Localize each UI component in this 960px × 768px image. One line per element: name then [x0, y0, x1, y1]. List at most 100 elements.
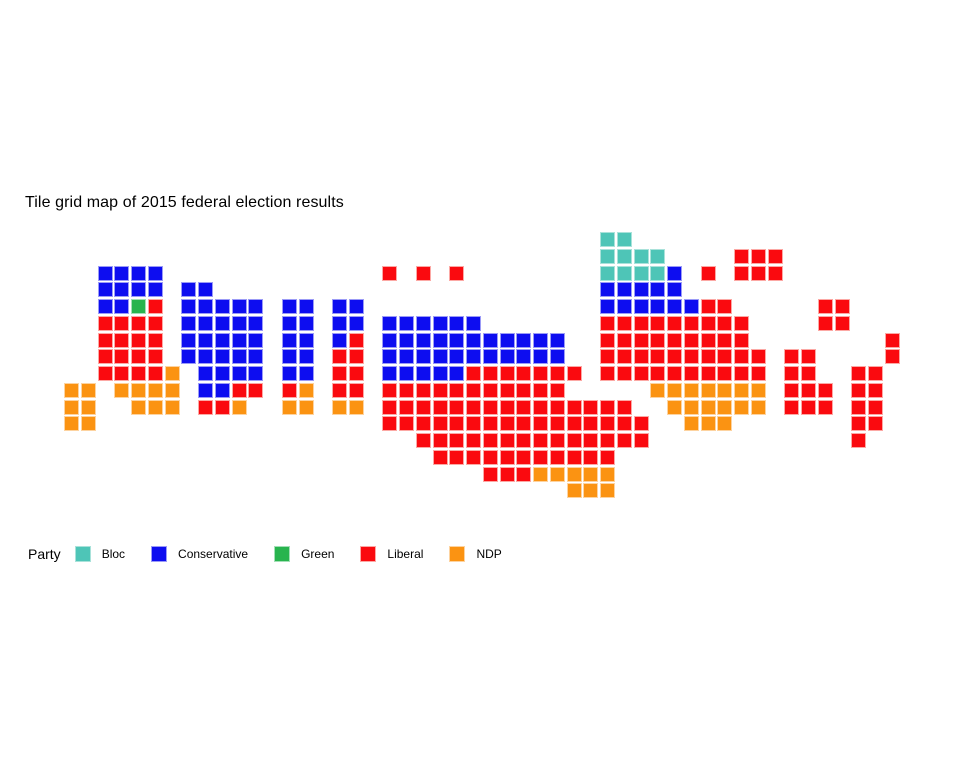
riding-tile [97, 349, 113, 365]
riding-tile [650, 282, 666, 298]
riding-tile [449, 433, 465, 448]
riding-tile [298, 315, 314, 331]
legend-title: Party [28, 546, 61, 562]
riding-tile [466, 416, 481, 432]
riding-tile [616, 349, 632, 365]
riding-tile [566, 366, 582, 381]
riding-tile [147, 366, 163, 381]
riding-tile [231, 299, 247, 314]
riding-tile [415, 265, 431, 281]
riding-tile [834, 299, 850, 314]
riding-tile [650, 248, 666, 264]
riding-tile [181, 349, 197, 365]
riding-tile [114, 315, 130, 331]
riding-tile [533, 449, 548, 465]
legend-swatch-conservative [151, 546, 168, 562]
riding-tile [214, 349, 230, 365]
riding-tile [767, 248, 783, 264]
riding-tile [198, 349, 213, 365]
riding-tile [750, 349, 766, 365]
riding-tile [633, 366, 649, 381]
riding-tile [633, 332, 649, 348]
riding-tile [734, 265, 749, 281]
riding-tile [147, 315, 163, 331]
riding-tile [700, 416, 716, 432]
riding-tile [114, 332, 130, 348]
riding-tile [583, 399, 599, 415]
riding-tile [516, 433, 532, 448]
riding-tile [650, 315, 666, 331]
riding-tile [566, 466, 582, 482]
riding-tile [97, 315, 113, 331]
riding-tile [449, 265, 465, 281]
riding-tile [633, 248, 649, 264]
riding-tile [499, 382, 515, 398]
riding-tile [466, 433, 481, 448]
riding-tile [97, 282, 113, 298]
riding-tile [667, 349, 682, 365]
page-title: Tile grid map of 2015 federal election r… [25, 194, 344, 211]
riding-tile [382, 265, 398, 281]
riding-tile [650, 299, 666, 314]
riding-tile [549, 332, 565, 348]
riding-tile [683, 382, 699, 398]
riding-tile [64, 382, 79, 398]
riding-tile [633, 315, 649, 331]
riding-tile [717, 332, 733, 348]
riding-tile [516, 399, 532, 415]
riding-tile [415, 332, 431, 348]
riding-tile [298, 399, 314, 415]
tile-grid-map [64, 232, 900, 499]
riding-tile [851, 433, 867, 448]
riding-tile [516, 382, 532, 398]
riding-tile [181, 282, 197, 298]
riding-tile [600, 433, 615, 448]
riding-tile [801, 366, 816, 381]
riding-tile [650, 382, 666, 398]
riding-tile [164, 399, 180, 415]
riding-tile [114, 282, 130, 298]
riding-tile [683, 349, 699, 365]
riding-tile [147, 265, 163, 281]
riding-tile [683, 416, 699, 432]
riding-tile [147, 349, 163, 365]
riding-tile [667, 265, 682, 281]
riding-tile [667, 382, 682, 398]
riding-tile [851, 399, 867, 415]
riding-tile [600, 466, 615, 482]
riding-tile [114, 265, 130, 281]
riding-tile [667, 366, 682, 381]
riding-tile [600, 315, 615, 331]
riding-tile [382, 399, 398, 415]
legend-label: NDP [476, 547, 502, 561]
riding-tile [64, 399, 79, 415]
riding-tile [533, 466, 548, 482]
riding-tile [549, 366, 565, 381]
riding-tile [868, 399, 883, 415]
riding-tile [734, 366, 749, 381]
riding-tile [432, 449, 448, 465]
riding-tile [616, 366, 632, 381]
riding-tile [214, 366, 230, 381]
riding-tile [700, 349, 716, 365]
riding-tile [616, 315, 632, 331]
riding-tile [817, 299, 833, 314]
riding-tile [415, 399, 431, 415]
riding-tile [700, 265, 716, 281]
riding-tile [97, 332, 113, 348]
riding-tile [147, 282, 163, 298]
riding-tile [633, 282, 649, 298]
riding-tile [633, 349, 649, 365]
riding-tile [466, 349, 481, 365]
riding-tile [566, 433, 582, 448]
riding-tile [64, 416, 79, 432]
riding-tile [700, 332, 716, 348]
riding-tile [214, 332, 230, 348]
riding-tile [147, 399, 163, 415]
riding-tile [432, 315, 448, 331]
riding-tile [415, 349, 431, 365]
riding-tile [784, 399, 800, 415]
riding-tile [600, 232, 615, 247]
riding-tile [214, 299, 230, 314]
riding-tile [533, 433, 548, 448]
